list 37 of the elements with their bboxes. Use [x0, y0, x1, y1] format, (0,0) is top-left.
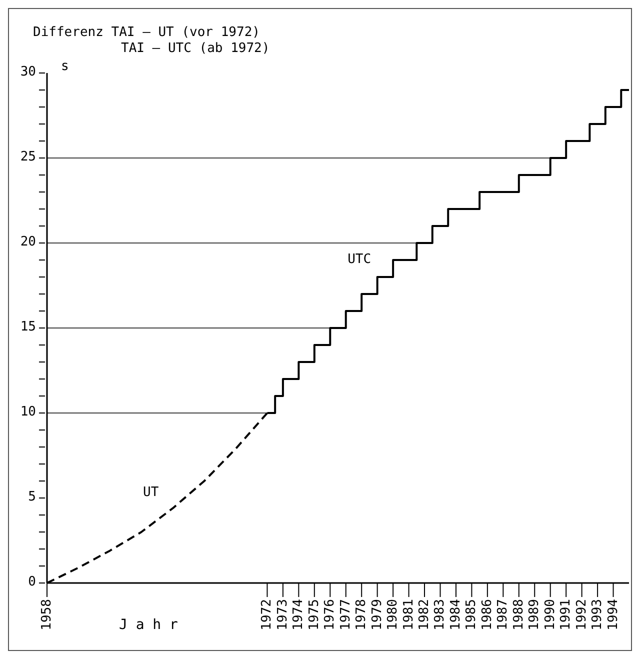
x-tick-label: 1986	[480, 599, 495, 630]
x-tick-label: 1984	[448, 598, 464, 630]
y-tick-label: 25	[20, 150, 36, 164]
x-tick-label: 1982	[417, 599, 432, 630]
y-tick-label: 0	[28, 574, 36, 590]
x-tick-label: 1958	[40, 599, 54, 630]
x-tick-label: 1992	[574, 599, 590, 630]
y-tick-label: 10	[20, 404, 36, 420]
x-tick-label: 1988	[511, 599, 526, 630]
series-label: UT	[143, 485, 159, 500]
chart-subtitle: TAI – UTC (ab 1972)	[120, 41, 270, 57]
y-tick-label: 20	[20, 234, 36, 250]
x-tick-label: 1981	[401, 599, 416, 630]
y-axis-title: s	[61, 59, 69, 74]
x-tick-label: 1991	[558, 599, 574, 630]
x-tick-label: 1990	[542, 599, 558, 630]
x-tick-label: 1987	[496, 599, 511, 630]
x-tick-label: 1975	[306, 599, 322, 630]
x-tick-label: 1993	[590, 599, 606, 630]
x-tick-label: 1994	[606, 598, 621, 630]
x-tick-label: 1977	[338, 599, 354, 630]
x-tick-label: 1973	[275, 599, 290, 630]
x-tick-label: 1979	[370, 599, 385, 630]
x-tick-label: 1976	[322, 599, 338, 630]
y-tick-label: 5	[28, 490, 36, 504]
x-axis-title: Jahr	[119, 617, 186, 633]
series-label: UTC	[348, 252, 372, 267]
chart-title: Differenz TAI – UT (vor 1972)	[33, 25, 261, 41]
x-tick-label: 1980	[386, 599, 401, 630]
x-tick-label: 1985	[464, 599, 480, 630]
x-tick-label: 1972	[260, 599, 275, 630]
y-tick-label: 30	[20, 64, 36, 80]
x-tick-label: 1978	[354, 599, 370, 630]
x-tick-label: 1989	[527, 599, 542, 630]
x-tick-label: 1974	[291, 598, 306, 630]
y-tick-label: 15	[20, 320, 36, 334]
x-tick-label: 1983	[432, 599, 448, 630]
